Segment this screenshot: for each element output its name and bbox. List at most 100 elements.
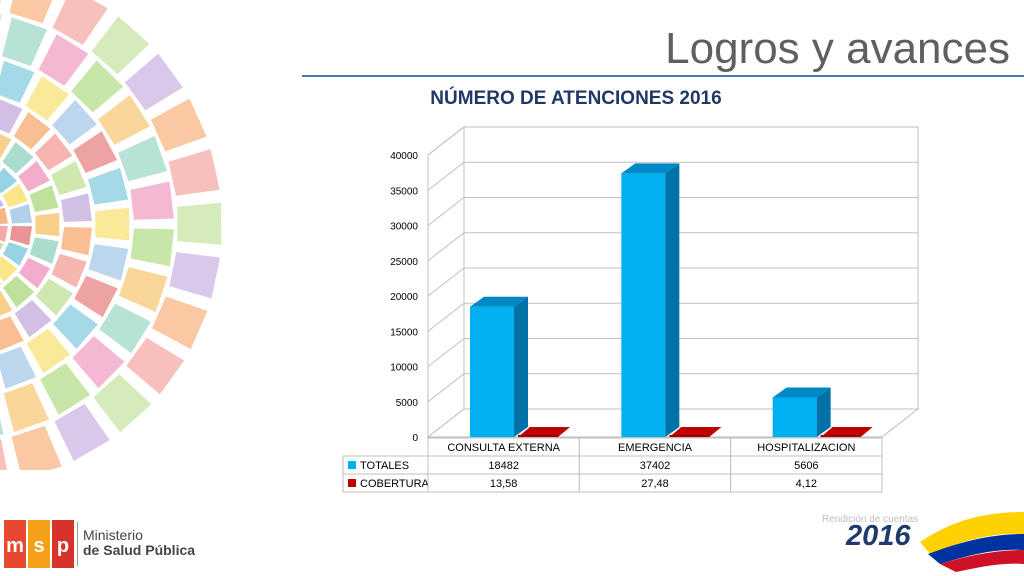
sunburst-segment [0,346,36,389]
sunburst-segment [0,0,1,5]
svg-text:p: p [57,535,69,557]
bar-cobertura [669,427,722,437]
svg-text:m: m [6,535,24,557]
bar-cobertura-front [669,435,710,437]
sunburst-segment [61,193,92,222]
bar-cobertura-top [669,427,722,437]
bar-totales-top [470,296,528,307]
bar-cobertura [518,427,570,437]
bar-cobertura-front [820,435,861,437]
sunburst-segment [88,167,129,205]
sunburst-segment [25,76,69,121]
sunburst-segment [93,374,152,433]
bar-totales-top [772,387,831,398]
bar-cobertura-top [518,427,570,437]
sunburst-segment [0,282,2,285]
flag-ribbon-icon [920,512,1024,572]
gridline-side [427,126,465,156]
sunburst-segment [124,53,183,111]
sunburst-segment [9,204,33,224]
msp-logo-icon: m s p [4,520,74,568]
sunburst-segment [99,303,151,354]
sunburst-segment [0,290,13,316]
sunburst-segment [0,167,17,194]
ministry-line1: Ministerio [83,527,143,543]
bar-totales-side [816,387,831,437]
gridline-side [427,232,465,262]
legend-swatch [348,479,356,487]
gridline-side [427,267,465,297]
sunburst-segment [0,60,35,103]
sunburst-segment [14,300,52,338]
sunburst-segment [150,98,207,152]
sunburst-segment [0,256,18,282]
bar-totales [772,387,831,437]
bar-totales-front [470,306,514,437]
sunburst-segment [26,328,71,374]
sunburst-segment [74,275,118,318]
gridline-side [427,161,465,191]
report-label: Rendición de cuentas [822,514,919,525]
sunburst-segment [130,228,174,267]
sunburst-segment [0,242,4,251]
sunburst-segment [51,253,87,288]
sunburst-segment [11,425,62,470]
y-tick-label: 20000 [390,292,418,303]
sunburst-segment [38,34,89,86]
sunburst-segment [73,131,118,173]
table-value-cell [730,473,883,493]
bar-totales [621,163,680,437]
sunburst-segment [18,257,51,289]
sunburst-segment [3,275,35,308]
data-label: 4,12 [796,478,817,490]
sunburst-segment [95,207,130,241]
slide-title: Logros y avances [665,24,1010,73]
sunburst-segment [88,244,129,281]
y-tick-label: 30000 [390,222,418,233]
data-label: 18482 [488,460,519,472]
data-label: 27,48 [641,478,669,490]
legend-label: TOTALES [360,460,409,472]
sunburst-segment [168,149,220,196]
bar-totales-top [621,163,680,174]
legend-label: COBERTURA [360,478,430,490]
bar-cobertura [820,427,873,437]
sunburst-segment [152,296,208,350]
gridline-side [427,338,465,367]
category-label: CONSULTA EXTERNA [447,442,560,454]
sunburst-segment [53,304,98,349]
bar-cobertura-top [820,427,873,437]
sunburst-segment [52,100,97,145]
legend-swatch [348,461,356,469]
category-label: HOSPITALIZACION [757,442,855,454]
sunburst-segment [9,0,53,24]
bar-cobertura-front [518,435,558,437]
sunburst-segment [98,94,150,145]
sunburst-segment [0,207,8,224]
sunburst-segment [40,363,91,415]
sunburst-segment [35,133,73,171]
gridline-side [427,197,465,226]
bar-totales-front [621,173,666,437]
report-year: 2016 [846,520,911,552]
sunburst-segment [3,242,28,266]
sunburst-segment [35,278,73,316]
gridline-side [427,302,465,332]
y-tick-label: 10000 [390,363,418,374]
decorative-sunburst [0,0,222,470]
sunburst-segment [91,16,150,75]
sunburst-segment [52,0,108,45]
sunburst-segment [0,134,12,159]
sunburst-segment [72,336,125,389]
data-table: CONSULTA EXTERNA EMERGENCIA HOSPITALIZACIO… [342,437,883,493]
bar-totales [470,296,528,437]
ministry-logo: m s p Ministerio de Salud Pública [4,518,244,572]
sunburst-segment [177,202,222,245]
sunburst-segment [13,112,51,150]
sunburst-segment [18,161,50,192]
sunburst-segment [130,181,174,220]
sunburst-segment [0,316,24,351]
sunburst-segment [2,17,48,66]
sunburst-segment [0,418,4,435]
bar-totales-front [772,397,817,437]
